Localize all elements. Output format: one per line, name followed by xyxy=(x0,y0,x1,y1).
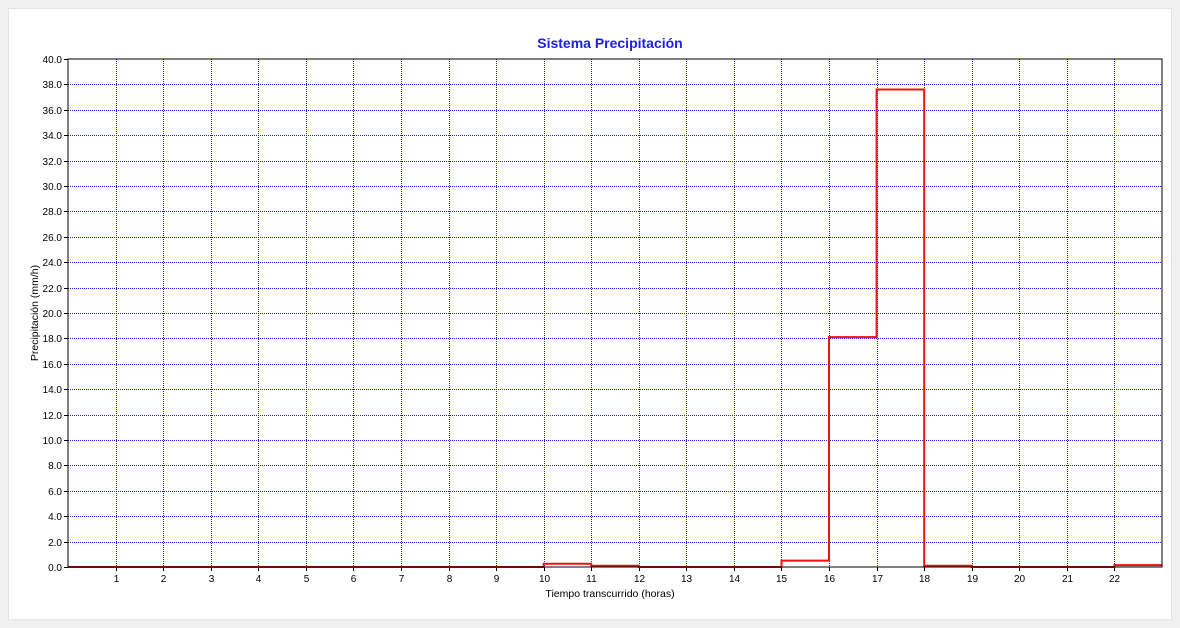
x-tick-label: 13 xyxy=(681,574,693,585)
y-tick-label: 0.0 xyxy=(48,563,62,574)
y-axis-title: Precipitación (mm/h) xyxy=(29,265,41,361)
x-tick-label: 11 xyxy=(586,574,597,585)
x-tick-label: 20 xyxy=(1014,574,1026,585)
y-tick-label: 18.0 xyxy=(43,334,63,345)
x-tick-label: 10 xyxy=(539,574,551,585)
x-tick-label: 14 xyxy=(729,574,741,585)
x-tick-label: 18 xyxy=(919,574,931,585)
y-tick-label: 28.0 xyxy=(43,207,63,218)
x-tick-label: 9 xyxy=(494,574,500,585)
y-tick-label: 10.0 xyxy=(43,436,63,447)
y-tick-label: 30.0 xyxy=(43,182,63,193)
y-tick-label: 38.0 xyxy=(43,80,63,91)
x-tick-label: 16 xyxy=(824,574,836,585)
x-tick-label: 22 xyxy=(1109,574,1121,585)
y-tick-label: 22.0 xyxy=(43,284,63,295)
chart-title: Sistema Precipitación xyxy=(537,35,683,51)
y-tick-label: 32.0 xyxy=(43,157,63,168)
x-tick-label: 5 xyxy=(304,574,310,585)
x-tick-label: 21 xyxy=(1062,574,1074,585)
axis-ticks: 0.0 2.0 4.0 6.0 8.0 10.0 12.0 14.0 16.0 18.0 20.0 2… xyxy=(43,55,1121,585)
x-tick-label: 12 xyxy=(634,574,646,585)
grid-lines xyxy=(68,59,1162,567)
y-tick-label: 16.0 xyxy=(43,360,63,371)
y-tick-label: 8.0 xyxy=(48,461,62,472)
y-tick-label: 20.0 xyxy=(43,309,63,320)
x-tick-label: 15 xyxy=(776,574,788,585)
y-tick-label: 40.0 xyxy=(43,55,63,66)
y-tick-label: 26.0 xyxy=(43,233,63,244)
y-tick-label: 6.0 xyxy=(48,487,62,498)
x-tick-label: 7 xyxy=(399,574,405,585)
x-tick-label: 4 xyxy=(256,574,262,585)
x-tick-label: 3 xyxy=(209,574,215,585)
y-tick-label: 14.0 xyxy=(43,385,63,396)
plot-frame xyxy=(67,58,1163,568)
x-axis-title: Tiempo transcurrido (horas) xyxy=(545,588,674,600)
y-tick-label: 36.0 xyxy=(43,106,63,117)
x-tick-label: 1 xyxy=(114,574,120,585)
y-tick-label: 12.0 xyxy=(43,411,63,422)
x-tick-label: 6 xyxy=(351,574,357,585)
x-tick-label: 19 xyxy=(967,574,979,585)
y-tick-label: 34.0 xyxy=(43,131,63,142)
x-tick-label: 2 xyxy=(161,574,167,585)
x-tick-label: 17 xyxy=(872,574,884,585)
y-tick-label: 4.0 xyxy=(48,512,62,523)
y-tick-label: 2.0 xyxy=(48,538,62,549)
x-tick-label: 8 xyxy=(447,574,453,585)
y-tick-label: 24.0 xyxy=(43,258,63,269)
